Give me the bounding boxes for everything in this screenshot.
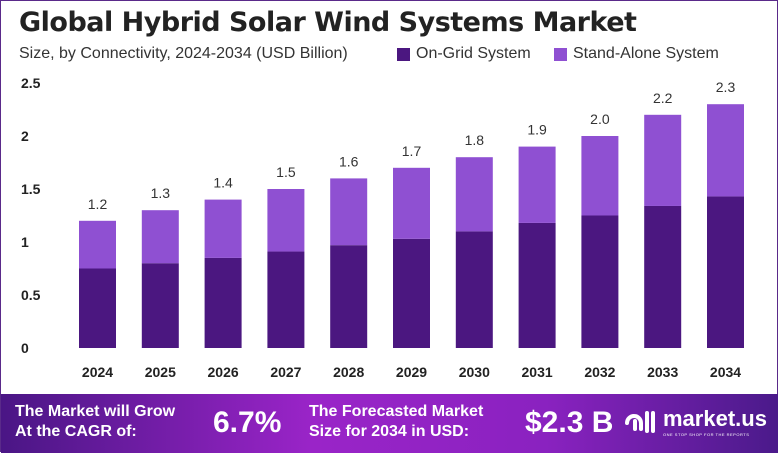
bar-on-grid xyxy=(581,215,619,348)
cagr-value: 6.7% xyxy=(213,406,282,439)
x-tick-label: 2032 xyxy=(584,364,615,380)
stacked-bar-chart: 0 0.5 1 1.5 2 2.5 1.2 2024 1.3 2025 1.4 2026 1.5 2027… xyxy=(21,75,744,380)
x-tick-label: 2028 xyxy=(333,364,364,380)
bar-stand-alone xyxy=(393,167,430,239)
bar-on-grid xyxy=(204,257,242,348)
x-tick-label: 2026 xyxy=(208,364,239,380)
logo-tagline: ONE STOP SHOP FOR THE REPORTS xyxy=(663,432,750,437)
legend-swatch-on-grid xyxy=(397,47,410,61)
bar-on-grid xyxy=(267,251,305,348)
total-label: 1.4 xyxy=(213,175,233,191)
bar-on-grid xyxy=(141,263,179,348)
chart-title: Global Hybrid Solar Wind Systems Market xyxy=(19,7,637,38)
bar-on-grid xyxy=(79,268,116,348)
footer-banner: The Market will Grow At the CAGR of: 6.7… xyxy=(1,394,778,453)
x-tick-label: 2030 xyxy=(459,364,490,380)
total-label: 1.2 xyxy=(88,196,108,212)
cagr-text-line1: The Market will Grow xyxy=(15,403,176,420)
bar-stand-alone xyxy=(79,220,116,269)
forecast-value: $2.3 B xyxy=(525,406,614,439)
y-tick-label: 1.5 xyxy=(21,181,41,197)
x-tick-label: 2029 xyxy=(396,364,427,380)
total-label: 1.7 xyxy=(402,143,422,159)
y-tick-label: 2.5 xyxy=(21,75,41,91)
total-label: 1.5 xyxy=(276,164,296,180)
logo-icon xyxy=(625,410,655,433)
y-tick-label: 0 xyxy=(21,340,29,356)
bar-on-grid xyxy=(518,222,556,348)
x-tick-label: 2034 xyxy=(710,364,741,380)
forecast-text-line1: The Forecasted Market xyxy=(309,403,484,420)
y-tick-label: 0.5 xyxy=(21,287,41,303)
y-tick-label: 2 xyxy=(21,128,29,144)
chart-subtitle: Size, by Connectivity, 2024-2034 (USD Bi… xyxy=(19,45,348,62)
market-us-logo: market.us ONE STOP SHOP FOR THE REPORTS xyxy=(623,406,767,437)
bar-stand-alone xyxy=(204,199,242,258)
bar-stand-alone xyxy=(330,178,368,246)
bar-on-grid xyxy=(455,231,493,348)
total-label: 1.6 xyxy=(339,153,359,169)
bar-stand-alone xyxy=(518,146,556,223)
bar-on-grid xyxy=(644,205,682,348)
bar-on-grid xyxy=(707,196,744,348)
bar-stand-alone xyxy=(707,104,744,197)
bar-stand-alone xyxy=(581,136,619,216)
bar-stand-alone xyxy=(267,189,305,252)
bar-stand-alone xyxy=(455,157,493,232)
total-label: 2.2 xyxy=(653,90,673,106)
total-label: 1.3 xyxy=(151,185,171,201)
bar-on-grid xyxy=(330,245,368,348)
bar-stand-alone xyxy=(141,210,179,264)
forecast-text-line2: Size for 2034 in USD: xyxy=(309,423,470,440)
cagr-text-line2: At the CAGR of: xyxy=(15,423,137,440)
total-label: 2.3 xyxy=(716,79,736,95)
legend-label: Stand-Alone System xyxy=(573,45,719,62)
x-tick-label: 2031 xyxy=(522,364,553,380)
total-label: 1.8 xyxy=(465,132,485,148)
legend-on-grid: On-Grid System xyxy=(397,45,531,63)
legend-label: On-Grid System xyxy=(416,45,531,62)
total-label: 2.0 xyxy=(590,111,610,127)
logo-name: market.us xyxy=(663,406,767,431)
total-label: 1.9 xyxy=(527,122,547,138)
x-tick-label: 2033 xyxy=(647,364,678,380)
bar-on-grid xyxy=(393,238,430,348)
y-tick-label: 1 xyxy=(21,234,29,250)
bar-stand-alone xyxy=(644,114,682,206)
legend-swatch-stand-alone xyxy=(554,47,567,61)
x-tick-label: 2024 xyxy=(82,364,113,380)
x-tick-label: 2025 xyxy=(145,364,176,380)
legend-stand-alone: Stand-Alone System xyxy=(554,45,719,63)
x-tick-label: 2027 xyxy=(270,364,301,380)
